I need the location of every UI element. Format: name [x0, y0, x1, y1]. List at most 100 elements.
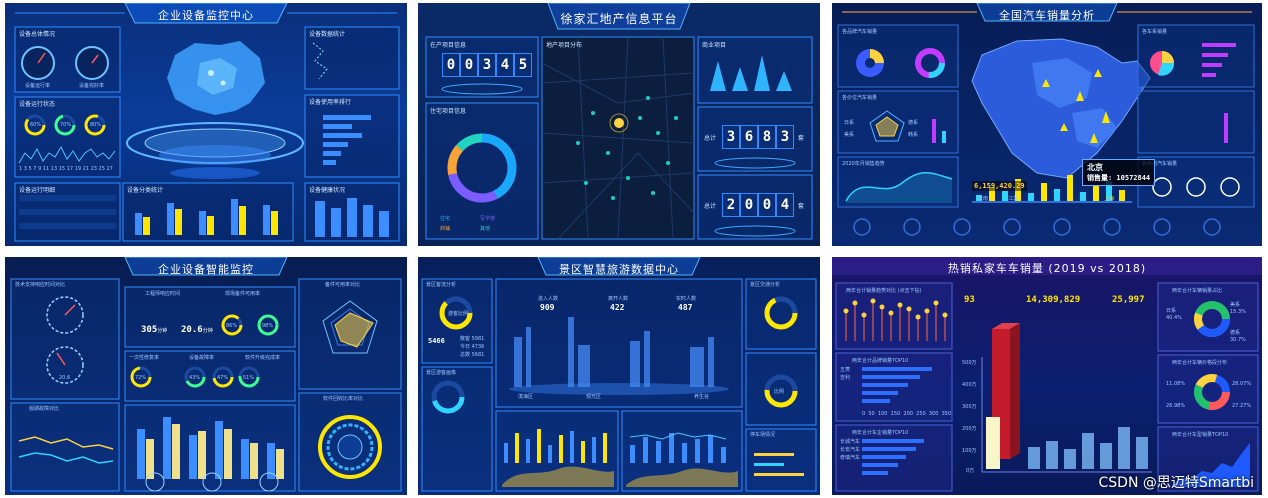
bar: [504, 443, 508, 463]
column-bar: [143, 217, 150, 235]
legend-1: 日系: [1166, 308, 1177, 314]
bar: [137, 429, 145, 479]
brand-axis-ticks: 0 50 100 150 200 250 300 350: [862, 411, 951, 417]
lollipop-dot: [915, 314, 921, 320]
dashboard-thumbnail-car-sales-national[interactable]: 全国汽车销量分析 各品牌汽车销量 各价位汽车销量 2020年月销售趋势 各车系销…: [832, 3, 1262, 246]
tile6-panel-title-4: 两年合计车辆销量占比: [1172, 288, 1223, 294]
city-label-3: 养生谷: [694, 394, 710, 400]
tooltip-value: 销售量: 10572844: [1087, 174, 1151, 182]
counter1-digit-2: 0: [460, 53, 478, 77]
tile4-panel-title-8: 版期故障对比: [29, 406, 60, 412]
tile1-panel-title-7: 设备健康状况: [309, 187, 346, 194]
bar: [548, 445, 552, 463]
tile3-panel-title-5: 各级别汽车销量: [1142, 161, 1178, 167]
radar-label-2: 美系: [844, 132, 855, 138]
bar: [1041, 183, 1047, 201]
counter3-label: 总计: [704, 203, 717, 210]
pct-4: 11.08%: [1166, 381, 1186, 387]
brand-label-1: 五菱: [840, 367, 851, 373]
tile3-panel-title-2: 各价位汽车销量: [842, 95, 878, 101]
kpi-value-1: 909: [540, 303, 555, 312]
counter3-suffix: 套: [798, 203, 805, 210]
brand-label-2: 吉利: [840, 375, 851, 381]
tile4-ring-3: 72%: [135, 375, 147, 381]
dashboard-thumbnail-smart-equipment[interactable]: 企业设备智能监控 技术支持响应时间对比 工程师响应时间 现场备件可用率 一次性修…: [5, 257, 407, 495]
counter2-digit-2: 6: [740, 125, 758, 149]
ring-value-1: 60%: [30, 122, 42, 128]
bar: [163, 417, 171, 479]
tile1-panel-title-1: 设备总体情况: [19, 31, 56, 38]
column-bar: [207, 216, 214, 235]
lollipop-dot: [906, 306, 912, 312]
gauge-value: 20.6: [59, 375, 71, 381]
hbar: [323, 115, 371, 120]
hbar: [323, 133, 362, 138]
tile4-panel-title-9: 软件回收比率对比: [323, 396, 364, 402]
legend-2: 美系: [1230, 302, 1241, 308]
counter1-digit-5: 5: [514, 53, 532, 77]
left-value-callout: 6,159,420.29: [972, 181, 1027, 191]
counter3-digit-1: 2: [722, 193, 740, 217]
axis-tick: 300: [928, 411, 939, 417]
bar: [198, 431, 206, 479]
bar: [172, 424, 180, 479]
counter2-digit-4: 3: [776, 125, 794, 149]
tile4-panel-title-2: 工程师响应时间: [145, 291, 181, 297]
kpi-label-2: 离开人数: [608, 296, 629, 302]
donut-legend-1: 住宅: [440, 216, 451, 222]
city-label-1: 滨海区: [518, 394, 534, 400]
dashboard-thumbnail-smart-tourism[interactable]: 景区智慧旅游数据中心 景区客流分析 景区游客画像 景区交通分析 停车场情况 游客…: [418, 257, 820, 495]
donut-legend-4: 其他: [480, 226, 491, 232]
tile5-left-row-1: 散客 5981: [460, 336, 485, 342]
tile6-panel-title-3: 两年合计车企销量TOP10: [852, 430, 909, 436]
tile5-title: 景区智慧旅游数据中心: [559, 263, 679, 276]
axis-tick: 200: [903, 411, 913, 417]
radar-label-1: 日系: [844, 120, 855, 126]
tile1-panel-title-4: 设备使用率排行: [309, 99, 352, 106]
ring-value-3: 80%: [90, 122, 102, 128]
bar: [989, 187, 995, 201]
dashboard-thumbnail-real-estate[interactable]: 徐家汇地产信息平台 在产项目信息 住宅项目信息 地产项目分布 商业项目 0 0 …: [418, 3, 820, 246]
dashboard-thumbnail-private-car-sales[interactable]: 热销私家车车销量 (2019 vs 2018) 两年合计销量趋势对比 (点击下钻…: [832, 257, 1262, 495]
gauge-label-2: 设备完好率: [79, 83, 105, 89]
tile4-panel-title-3: 现场备件可用率: [225, 291, 261, 297]
gauge-label-1: 设备运行率: [25, 83, 51, 89]
tile4-title: 企业设备智能监控: [158, 263, 254, 276]
bar: [1119, 190, 1125, 201]
kpi-label-1: 进入人数: [538, 296, 559, 302]
column-bar: [263, 205, 270, 235]
tile4-ring-2: 98%: [262, 323, 274, 329]
tile6-panel-title-6: 两年合计车型销量TOP10: [1172, 432, 1229, 438]
axis-tick: 250: [916, 411, 926, 417]
tile1-panel-title-3: 设备数据统计: [309, 31, 346, 38]
tile1-panel-title-2: 设备运行状态: [19, 101, 56, 108]
lollipop-dot: [924, 308, 930, 314]
brand-label-3: 长城汽车: [840, 439, 861, 445]
radar-label-4: 韩系: [908, 132, 919, 138]
bar: [515, 433, 519, 463]
bar: [250, 443, 258, 479]
dashboard-thumbnail-equipment-monitoring[interactable]: 企业设备监控中心 设备总体情况 设备运行状态 设备运行明细 设备分类统计 设备数…: [5, 3, 407, 246]
tile4-stat-1: 305分钟: [141, 325, 167, 335]
tile1-axis-numbers: 1 3 5 7 9 11 13 15 17 19 21 23 25 27: [19, 166, 113, 172]
map-tooltip: 北京 销售量: 10572844: [1082, 159, 1156, 186]
bar: [241, 439, 249, 479]
column-bar: [231, 199, 238, 235]
tile1-panel-title-6: 设备分类统计: [127, 187, 164, 194]
axis-tick: 50: [868, 411, 875, 417]
tile4-panel-title-7: 备件可用率对比: [325, 282, 361, 288]
lollipop-dot: [843, 308, 849, 314]
bar: [708, 435, 713, 463]
bar: [630, 445, 635, 463]
column-bar: [167, 203, 174, 235]
bar: [1054, 189, 1060, 201]
bar: [976, 195, 982, 201]
axis-tick: 0: [862, 411, 866, 417]
legend-3: 德系: [1230, 330, 1241, 336]
counter1-digit-4: 4: [496, 53, 514, 77]
axis-tick: 350: [941, 411, 952, 417]
bar: [695, 439, 700, 463]
column-bar: [135, 213, 142, 235]
bar: [276, 449, 284, 479]
ring-value-2: 70%: [60, 122, 72, 128]
